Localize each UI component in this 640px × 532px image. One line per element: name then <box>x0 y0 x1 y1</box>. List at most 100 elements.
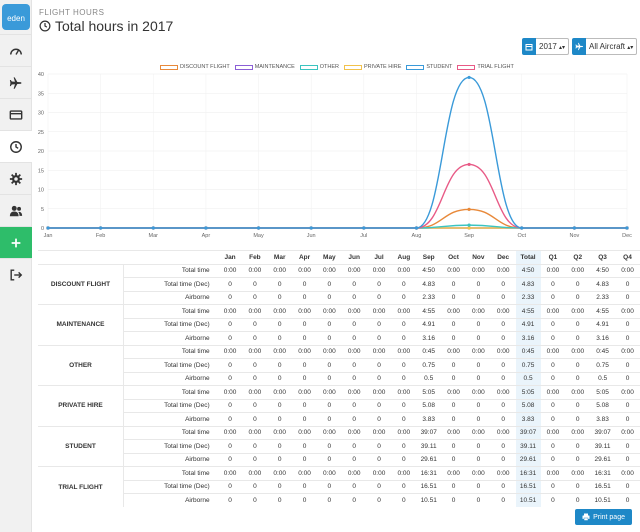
row-label: Total time (Dec) <box>123 439 218 453</box>
table-cell: 0 <box>267 290 293 305</box>
aircraft-select[interactable]: All Aircraft ▴▾ <box>572 38 638 55</box>
nav-billing[interactable] <box>0 98 32 130</box>
table-cell: 0 <box>615 358 640 372</box>
table-cell: 0 <box>540 398 566 413</box>
table-cell: 0 <box>366 317 392 332</box>
print-button[interactable]: Print page <box>575 509 632 525</box>
table-cell: 0 <box>615 371 640 386</box>
legend-item[interactable]: TRIAL FLIGHT <box>457 64 514 70</box>
table-cell: 0 <box>490 479 516 494</box>
table-cell: 0 <box>292 412 317 426</box>
gear-icon <box>9 172 23 185</box>
table-cell: 0 <box>540 277 566 291</box>
table-cell: 0 <box>267 371 293 386</box>
row-label: Airborne <box>123 412 218 426</box>
table-cell: 0 <box>292 317 317 332</box>
table-cell: 0:00 <box>242 344 268 359</box>
column-header: May <box>316 250 342 264</box>
table-row: DISCOUNT FLIGHT Total time 0:00 0:00 0:00 0:0… <box>38 263 640 305</box>
legend-item[interactable]: OTHER <box>299 64 339 70</box>
table-cell: 0.5 <box>590 371 616 386</box>
table-cell: 4:50 <box>416 263 442 278</box>
table-cell: 0:00 <box>615 466 640 480</box>
nav-flights[interactable] <box>0 66 32 98</box>
group-label: OTHER <box>38 344 124 386</box>
nav-logout[interactable] <box>0 258 32 290</box>
table-cell: 0 <box>441 479 466 494</box>
table-cell: 0:00 <box>391 385 417 399</box>
table-row: TRIAL FLIGHT Total time 0:00 0:00 0:00 0:00 0:… <box>38 466 640 507</box>
table-cell: 39:07 <box>590 425 616 440</box>
table-cell: 4.83 <box>590 277 616 291</box>
table-cell: 0 <box>316 452 342 467</box>
y-tick-label: 0 <box>41 226 44 232</box>
table-cell: 0:00 <box>292 385 317 399</box>
table-cell: 0:00 <box>391 466 417 480</box>
table-cell: 10.51 <box>590 493 616 507</box>
nav-hours[interactable] <box>0 130 32 162</box>
data-point <box>467 207 471 212</box>
nav-dashboard[interactable] <box>0 34 32 66</box>
column-header: Apr <box>292 250 317 264</box>
row-label: Airborne <box>123 371 218 386</box>
nav-settings[interactable] <box>0 162 32 194</box>
x-tick-label: Feb <box>96 233 105 239</box>
calendar-icon <box>525 43 533 50</box>
table-cell: 0 <box>292 439 317 453</box>
table-cell: 0:00 <box>465 304 491 318</box>
nav-add[interactable] <box>0 226 32 258</box>
data-point <box>467 223 471 227</box>
table-cell: 0:00 <box>540 344 566 359</box>
table-cell: 0:00 <box>316 385 342 399</box>
table-cell: 0 <box>366 290 392 305</box>
table-cell: 0.5 <box>416 371 442 386</box>
table-cell: 0:00 <box>490 385 516 399</box>
legend-label: DISCOUNT FLIGHT <box>180 64 230 70</box>
table-cell: 0 <box>366 439 392 453</box>
table-cell: 0 <box>292 358 317 372</box>
legend-item[interactable]: MAINTENANCE <box>234 64 295 70</box>
table-row: Airborne 0 0 0 0 0 0 0 0 3.16 0 0 0 3.16 0 0 3.16 0 <box>38 331 640 345</box>
column-header: Jul <box>366 250 392 264</box>
table-cell: 0 <box>441 331 466 345</box>
table-cell: 0 <box>267 439 293 453</box>
legend-label: PRIVATE HIRE <box>364 64 402 70</box>
table-cell: 0 <box>615 277 640 291</box>
legend-item[interactable]: STUDENT <box>406 64 452 70</box>
printer-icon <box>582 513 590 521</box>
table-cell: 0 <box>465 493 491 507</box>
table-cell: 0:00 <box>242 263 268 278</box>
chevron-down-icon: ▴▾ <box>559 45 566 51</box>
table-cell: 0 <box>391 277 417 291</box>
table-cell: 0 <box>565 371 591 386</box>
table-cell: 4:55 <box>515 304 541 318</box>
table-cell: 0:00 <box>465 466 491 480</box>
table-cell: 0:00 <box>441 466 466 480</box>
table-cell: 0 <box>565 479 591 494</box>
data-point <box>520 226 524 230</box>
table-cell: 0 <box>217 317 243 332</box>
row-label: Total time <box>123 425 218 440</box>
row-label: Airborne <box>123 452 218 467</box>
table-cell: 0:00 <box>441 304 466 318</box>
table-cell: 4.91 <box>416 317 442 332</box>
table-cell: 0 <box>391 331 417 345</box>
table-cell: 0.5 <box>515 371 541 386</box>
column-header: Nov <box>465 250 491 264</box>
group-label: MAINTENANCE <box>38 304 124 345</box>
legend-item[interactable]: PRIVATE HIRE <box>344 64 401 70</box>
year-select[interactable]: 2017 ▴▾ <box>522 38 570 55</box>
clock-icon <box>10 140 22 153</box>
legend-item[interactable]: DISCOUNT FLIGHT <box>160 64 230 70</box>
table-cell: 0 <box>490 290 516 305</box>
table-row: Total time (Dec) 0 0 0 0 0 0 0 0 39.11 0 0 0 39.11 0 0 3… <box>38 439 640 453</box>
data-point <box>151 226 155 230</box>
clock-icon <box>39 20 51 32</box>
nav-users[interactable] <box>0 194 32 226</box>
table-row: STUDENT Total time 0:00 0:00 0:00 0:00 0:00 0:0… <box>38 425 640 467</box>
table-cell: 0 <box>366 371 392 386</box>
table-cell: 0:00 <box>316 304 342 318</box>
table-cell: 5.08 <box>590 398 616 413</box>
app-logo[interactable]: eden <box>2 4 30 30</box>
table-cell: 0 <box>217 358 243 372</box>
